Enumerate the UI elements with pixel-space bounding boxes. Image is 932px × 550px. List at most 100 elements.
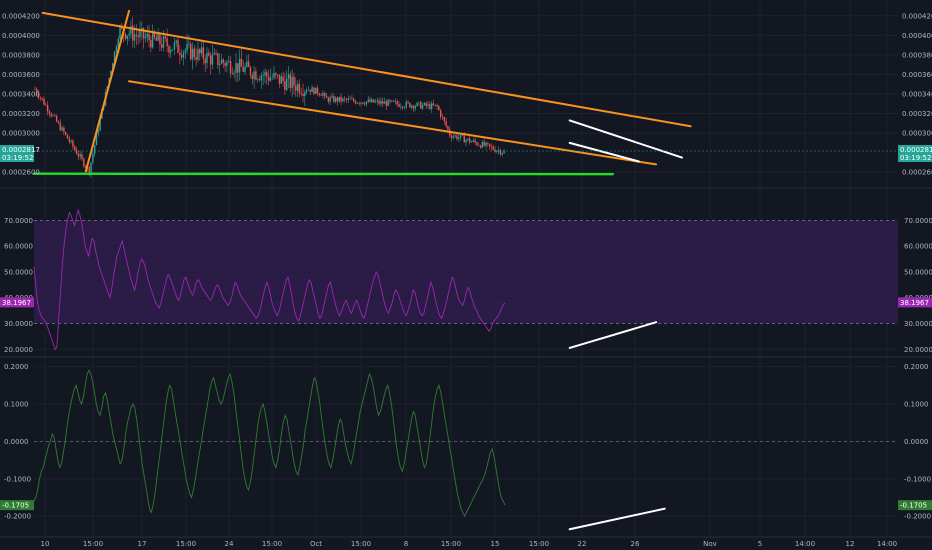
price-tick-right: 0.0003800 <box>902 51 932 59</box>
price-tick-left: 0.0003000 <box>2 130 40 138</box>
candle-body <box>311 87 313 92</box>
candle-body <box>414 106 417 109</box>
candle-body <box>161 44 163 48</box>
candle-body <box>251 75 253 80</box>
rsi-badge-left-value: 38.1967 <box>2 299 31 307</box>
candle-body <box>238 58 241 73</box>
candle-body <box>70 140 72 142</box>
candle-body <box>284 81 286 91</box>
rsi-drawings[interactable] <box>568 321 658 349</box>
candle-body <box>253 71 255 80</box>
rsi-divergence-line[interactable] <box>568 321 658 349</box>
candle-body <box>45 104 47 106</box>
candle-body <box>130 26 132 34</box>
candle-body <box>429 104 431 109</box>
candle-body <box>197 49 199 60</box>
candles <box>34 16 505 178</box>
price-tick-right: 0.0002600 <box>902 169 932 177</box>
candle-body <box>420 102 422 109</box>
oscillator-tick-left: 0.0000 <box>4 438 29 446</box>
candle-body <box>222 59 225 63</box>
price-axis-right: 0.0004200 0.0004000 0.0003800 0.0003600 0.00… <box>902 12 932 176</box>
rsi-tick-left: 50.0000 <box>4 268 33 276</box>
candle-body <box>503 151 505 154</box>
candle-body <box>409 102 411 108</box>
price-tick-left: 0.0003400 <box>2 91 40 99</box>
oscillator-drawings[interactable] <box>568 507 666 531</box>
candle-body <box>383 101 386 104</box>
candle-body <box>436 104 438 107</box>
candle-body <box>132 26 134 41</box>
wedge-lower-line[interactable] <box>568 141 640 163</box>
time-axis[interactable]: 10 15:00 17 15:00 24 15:00 Oct 15:00 8 15:00 15 15:… <box>41 540 898 548</box>
lower-channel-line[interactable] <box>128 80 658 166</box>
candle-body <box>363 103 366 105</box>
candle-body <box>126 35 128 39</box>
time-tick-label: 8 <box>404 540 408 548</box>
price-tick-left: 0.0002600 <box>2 169 40 177</box>
candle-body <box>276 74 279 76</box>
candle-body <box>298 83 301 94</box>
candle-body <box>360 102 362 104</box>
candle-body <box>365 101 368 105</box>
candle-body <box>278 74 281 84</box>
candle-body <box>52 115 54 116</box>
price-badge-right: 0.0002817 03:19:52 <box>898 145 932 162</box>
rsi-tick-left: 30.0000 <box>4 320 33 328</box>
candle-body <box>209 55 212 65</box>
oscillator-tick-left: -0.1000 <box>4 475 31 483</box>
candle-body <box>144 36 147 39</box>
time-tick-label: 15:00 <box>83 540 103 548</box>
candle-body <box>411 105 413 108</box>
candle-body <box>468 138 471 143</box>
candle-body <box>296 83 299 91</box>
candle-body <box>333 96 335 102</box>
candle-body <box>159 33 161 45</box>
candle-body <box>233 72 235 74</box>
candle-body <box>34 89 36 90</box>
candle-body <box>345 98 348 100</box>
candle-body <box>483 141 485 146</box>
oscillator-tick-right: 0.0000 <box>904 438 929 446</box>
candle-body <box>439 110 442 117</box>
candle-body <box>467 138 469 140</box>
rsi-tick-right: 20.0000 <box>904 346 932 354</box>
candle-body <box>213 52 215 55</box>
candle-body <box>177 40 179 53</box>
candle-body <box>257 79 259 80</box>
candle-body <box>128 33 130 36</box>
candle-body <box>153 31 156 38</box>
price-badge-right-value: 0.0002817 <box>900 146 932 154</box>
candle-body <box>476 142 478 146</box>
candle-body <box>46 105 49 112</box>
candle-body <box>55 115 58 122</box>
candle-body <box>353 98 355 102</box>
candle-body <box>398 104 400 107</box>
oscillator-tick-right: 0.1000 <box>904 401 929 409</box>
rsi-panel[interactable]: 70.000060.000050.000040.000030.000020.00… <box>0 208 932 354</box>
candle-body <box>50 113 52 116</box>
candle-body <box>255 71 257 80</box>
oscillator-badge-right: -0.1705 <box>898 500 932 511</box>
wedge-upper-line[interactable] <box>568 119 683 159</box>
candle-body <box>211 54 214 65</box>
price-drawings[interactable] <box>32 9 692 176</box>
impulse-line[interactable] <box>84 9 131 173</box>
oscillator-divergence-line[interactable] <box>568 507 666 531</box>
candle-body <box>499 150 502 155</box>
candle-body <box>235 63 237 73</box>
candle-body <box>72 140 74 147</box>
candle-body <box>92 153 94 163</box>
price-tick-left: 0.0004200 <box>2 12 40 20</box>
oscillator-tick-left: -0.2000 <box>4 513 31 521</box>
candle-body <box>48 111 51 114</box>
upper-channel-line[interactable] <box>41 11 692 128</box>
candle-body <box>260 75 263 81</box>
candle-body <box>300 93 302 94</box>
rsi-tick-left: 20.0000 <box>4 346 33 354</box>
oscillator-tick-right: 0.2000 <box>904 363 929 371</box>
candle-body <box>403 107 406 108</box>
price-panel[interactable]: 0.0004200 0.0004000 0.0003800 0.0003600 0.00… <box>0 9 932 178</box>
